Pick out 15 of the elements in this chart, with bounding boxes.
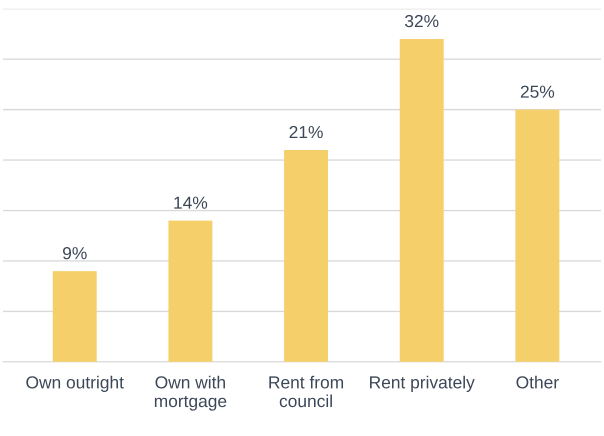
bar [168,220,212,362]
x-tick-label: Rent from council [269,376,344,408]
data-label: 21% [290,126,323,138]
x-tick-label: Own with mortgage [154,376,226,411]
data-label: 32% [404,14,438,28]
bar [284,150,328,362]
data-label: 9% [62,247,87,260]
bar [400,38,444,362]
bar [52,271,97,362]
data-label: 25% [520,86,554,98]
bar [515,110,560,362]
x-tick-label: Own outright [26,376,124,392]
x-tick-label: Rent privately [370,376,475,392]
x-tick-label: Other [516,376,559,389]
data-label: 14% [174,196,208,209]
